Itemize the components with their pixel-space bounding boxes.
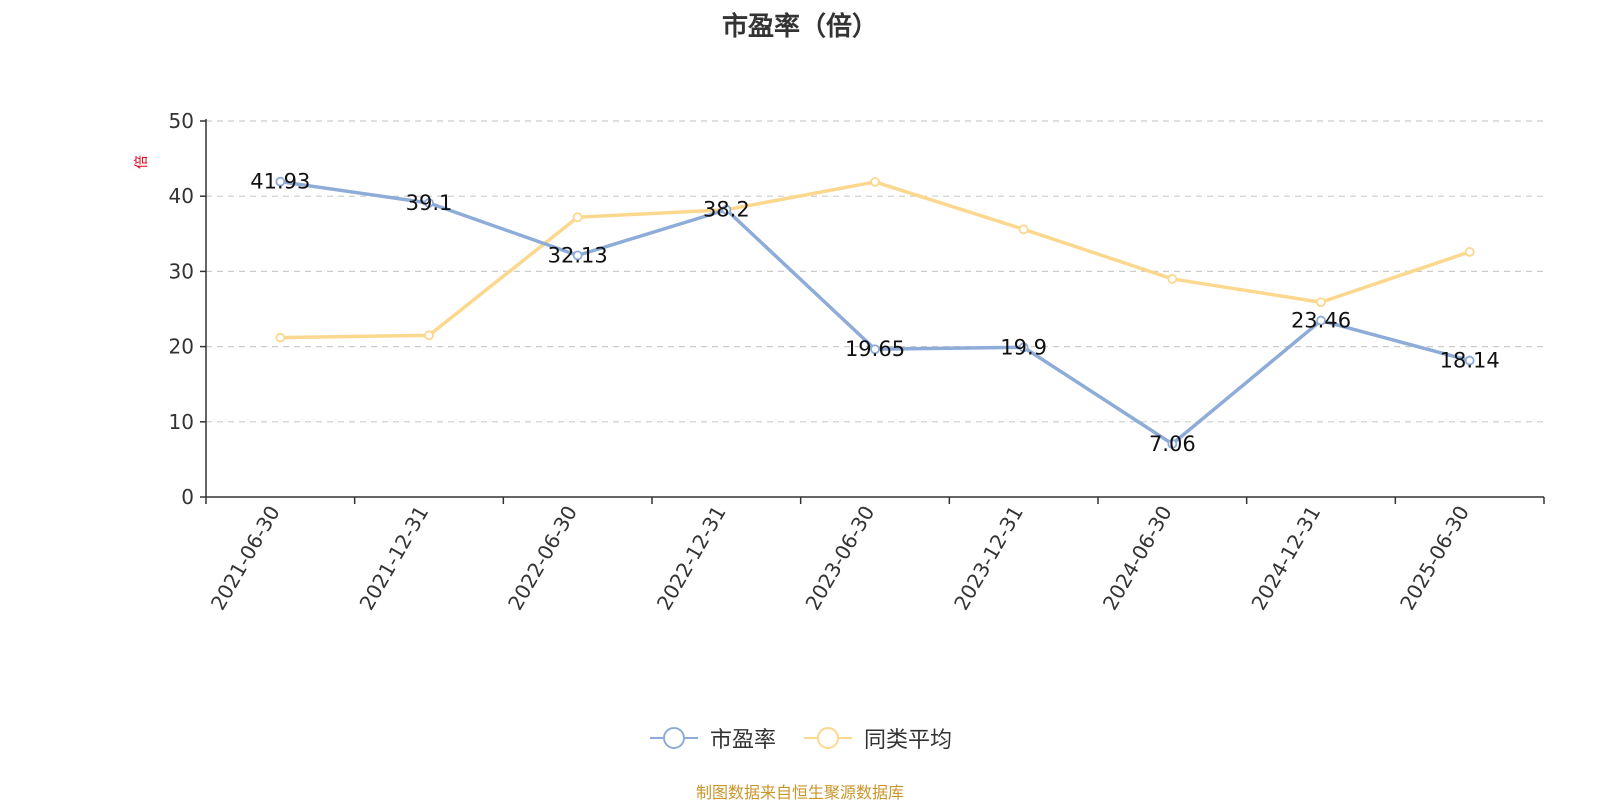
data-point-1 bbox=[1464, 246, 1475, 257]
legend-marker-pe-icon bbox=[649, 727, 698, 749]
data-point-0 bbox=[1316, 315, 1326, 326]
data-point-1 bbox=[1018, 224, 1029, 235]
x-tick-label: 2023-12-31 bbox=[949, 502, 1028, 615]
x-tick-label: 2023-06-30 bbox=[800, 502, 879, 615]
data-point-1 bbox=[1167, 274, 1178, 284]
data-point-1 bbox=[870, 177, 880, 187]
data-point-1 bbox=[572, 212, 583, 223]
chart-title: 市盈率（倍） bbox=[721, 12, 878, 42]
source-note: 制图数据来自恒生聚源数据库 bbox=[695, 783, 904, 802]
data-label: 19.65 bbox=[845, 337, 905, 361]
data-label: 39.1 bbox=[406, 191, 453, 215]
x-tick-label: 2024-12-31 bbox=[1246, 502, 1325, 615]
data-point-1 bbox=[275, 332, 286, 343]
legend-label-avg: 同类平均 bbox=[864, 728, 953, 753]
data-point-1 bbox=[424, 330, 434, 341]
data-point-0 bbox=[721, 204, 732, 215]
y-tick-label: 30 bbox=[169, 259, 194, 283]
data-point-0 bbox=[275, 176, 286, 187]
legend-item-pe[interactable]: 市盈率 bbox=[648, 722, 776, 754]
legend-marker-avg-icon bbox=[804, 727, 852, 749]
x-tick-label: 2022-12-31 bbox=[652, 502, 731, 615]
gridlines bbox=[206, 120, 1544, 423]
x-tick-label: 2021-06-30 bbox=[206, 502, 285, 615]
data-labels: 41.93 39.1 32.13 38.2 19.65 19.9 7.06 23.46 18.1… bbox=[250, 170, 1499, 456]
x-tick-label: 2021-12-31 bbox=[354, 502, 433, 615]
data-label: 18.14 bbox=[1440, 349, 1500, 373]
data-label: 23.46 bbox=[1291, 309, 1351, 333]
data-point-1 bbox=[1316, 297, 1326, 308]
y-axis-unit-label: 倍 bbox=[134, 155, 150, 169]
y-tick-label: 50 bbox=[169, 109, 194, 133]
legend-item-avg[interactable]: 同类平均 bbox=[802, 722, 952, 754]
legend: 市盈率 同类平均 bbox=[0, 722, 1600, 754]
y-tick-label: 40 bbox=[169, 184, 194, 208]
data-label: 19.9 bbox=[1000, 335, 1047, 359]
series bbox=[275, 176, 1475, 449]
legend-label-pe: 市盈率 bbox=[709, 728, 776, 753]
y-tick-label: 20 bbox=[169, 335, 194, 359]
data-label: 32.13 bbox=[548, 243, 608, 267]
data-label: 7.06 bbox=[1149, 432, 1196, 456]
data-point-0 bbox=[870, 344, 880, 355]
y-tick-label: 0 bbox=[181, 485, 194, 509]
x-tick-label: 2022-06-30 bbox=[503, 502, 582, 615]
data-point-0 bbox=[1464, 355, 1475, 366]
x-tick-label: 2024-06-30 bbox=[1098, 502, 1177, 615]
data-point-0 bbox=[572, 250, 583, 261]
data-point-0 bbox=[1018, 342, 1029, 353]
data-label: 41.93 bbox=[250, 170, 310, 194]
data-label: 38.2 bbox=[703, 198, 750, 222]
x-tick-label: 2025-06-30 bbox=[1395, 502, 1474, 615]
data-point-0 bbox=[1167, 439, 1178, 449]
y-tick-label: 10 bbox=[169, 410, 194, 434]
data-point-0 bbox=[424, 198, 434, 208]
